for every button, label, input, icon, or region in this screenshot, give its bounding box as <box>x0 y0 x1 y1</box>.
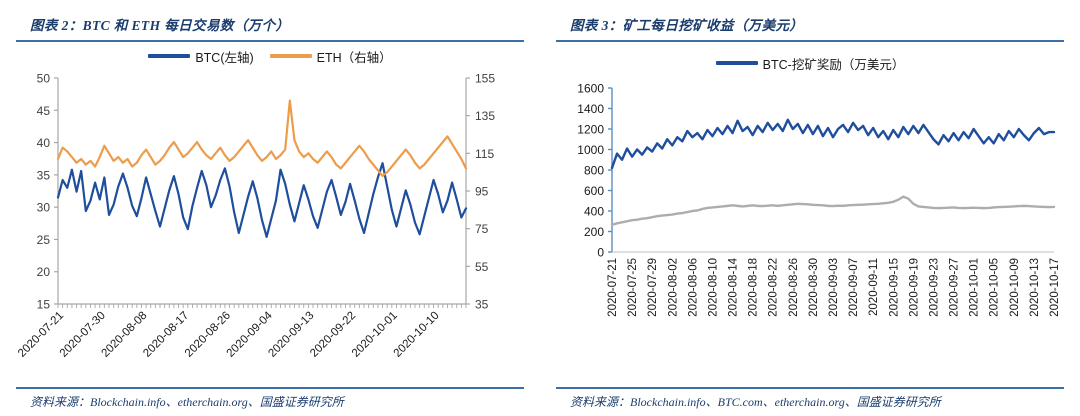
svg-text:55: 55 <box>475 260 489 274</box>
svg-text:155: 155 <box>475 72 495 86</box>
svg-text:2020-07-29: 2020-07-29 <box>647 258 659 317</box>
svg-text:75: 75 <box>475 222 489 236</box>
svg-text:2020-08-14: 2020-08-14 <box>728 257 740 316</box>
legend-item-btc-mining-reward: BTC-挖矿奖励（万美元） <box>715 54 905 73</box>
svg-text:2020-09-03: 2020-09-03 <box>828 258 840 317</box>
svg-text:20: 20 <box>37 265 51 279</box>
figure-3-title-divider <box>556 40 1064 42</box>
svg-text:1200: 1200 <box>577 123 604 137</box>
svg-text:2020-09-23: 2020-09-23 <box>928 258 940 317</box>
svg-text:2020-08-06: 2020-08-06 <box>687 258 699 317</box>
svg-text:1600: 1600 <box>577 82 604 96</box>
legend-label-btc-mining-reward: BTC-挖矿奖励（万美元） <box>762 57 905 72</box>
figure-2-chart: 15 20 25 30 35 40 45 50 35 55 75 95 115 135 155 2020-07… <box>14 66 526 387</box>
svg-text:95: 95 <box>475 185 489 199</box>
svg-text:2020-08-02: 2020-08-02 <box>667 258 679 317</box>
svg-text:2020-09-27: 2020-09-27 <box>949 258 961 317</box>
figure-3-panel: 图表 3：矿工每日挖矿收益（万美元） BTC-挖矿奖励（万美元） 0 200 400… <box>540 0 1080 416</box>
svg-text:50: 50 <box>37 72 51 86</box>
svg-text:0: 0 <box>597 246 604 260</box>
svg-text:2020-10-10: 2020-10-10 <box>392 310 442 360</box>
svg-text:2020-08-18: 2020-08-18 <box>748 258 760 317</box>
svg-text:2020-10-09: 2020-10-09 <box>1009 258 1021 317</box>
figure-2-plot: 1520253035404550355575951151351552020-07… <box>16 72 495 360</box>
svg-text:2020-10-05: 2020-10-05 <box>989 258 1001 317</box>
svg-text:115: 115 <box>475 147 494 161</box>
figure-3-source: 资料来源：Blockchain.info、BTC.com、etherchain.… <box>570 394 941 409</box>
svg-text:200: 200 <box>584 225 604 239</box>
figure-2-title: 图表 2：BTC 和 ETH 每日交易数（万个） <box>30 18 290 33</box>
legend-label-eth: ETH（右轴） <box>316 50 392 65</box>
svg-text:800: 800 <box>584 164 604 178</box>
svg-text:135: 135 <box>475 109 495 123</box>
svg-text:2020-08-26: 2020-08-26 <box>788 258 800 317</box>
svg-text:2020-09-19: 2020-09-19 <box>908 258 920 317</box>
svg-text:2020-10-01: 2020-10-01 <box>969 258 981 317</box>
figure-3-title: 图表 3：矿工每日挖矿收益（万美元） <box>570 18 804 33</box>
svg-text:2020-09-07: 2020-09-07 <box>848 258 860 317</box>
svg-text:45: 45 <box>37 104 51 118</box>
legend-item-eth: ETH（右轴） <box>269 47 392 66</box>
svg-text:400: 400 <box>584 205 604 219</box>
figure-2-title-divider <box>16 40 524 42</box>
svg-text:2020-09-11: 2020-09-11 <box>868 258 880 316</box>
figure-2-source-divider <box>16 386 524 389</box>
legend-item-btc: BTC(左轴) <box>148 47 254 66</box>
figure-2-panel: 图表 2：BTC 和 ETH 每日交易数（万个） BTC(左轴) ETH（右轴）… <box>14 18 526 409</box>
svg-text:2020-08-30: 2020-08-30 <box>808 258 820 317</box>
svg-text:15: 15 <box>37 298 51 312</box>
figure-3-legend: BTC-挖矿奖励（万美元） <box>554 46 1066 80</box>
svg-text:2020-10-13: 2020-10-13 <box>1029 258 1041 317</box>
svg-text:1400: 1400 <box>577 102 604 116</box>
legend-label-btc: BTC(左轴) <box>195 50 254 65</box>
svg-text:35: 35 <box>37 168 51 182</box>
figure-2-legend: BTC(左轴) ETH（右轴） <box>14 46 526 66</box>
svg-text:2020-09-15: 2020-09-15 <box>888 258 900 317</box>
svg-text:30: 30 <box>37 201 51 215</box>
figure-3-source-divider <box>556 386 1064 389</box>
svg-text:2020-08-22: 2020-08-22 <box>768 258 780 317</box>
svg-text:35: 35 <box>475 298 489 312</box>
legend-swatch-btc <box>148 54 191 58</box>
svg-text:2020-10-17: 2020-10-17 <box>1049 258 1061 317</box>
svg-text:2020-07-25: 2020-07-25 <box>627 258 639 317</box>
figure-3-chart: 0 200 400 600 800 1000 1200 1400 1600 2020-07-21 2… <box>554 80 1066 387</box>
svg-text:2020-07-21: 2020-07-21 <box>607 258 619 317</box>
svg-text:600: 600 <box>584 184 604 198</box>
svg-text:25: 25 <box>37 233 51 247</box>
legend-swatch-eth <box>269 54 312 58</box>
svg-text:1000: 1000 <box>577 143 604 157</box>
legend-swatch-btc-mining-reward <box>715 61 758 65</box>
svg-text:40: 40 <box>37 136 51 150</box>
figure-3-plot: 0 200 400 600 800 1000 1200 1400 1600 2020-07-21 2… <box>577 82 1061 317</box>
svg-text:2020-08-10: 2020-08-10 <box>707 258 719 317</box>
figure-2-source: 资料来源：Blockchain.info、etherchain.org、国盛证券… <box>30 394 344 409</box>
